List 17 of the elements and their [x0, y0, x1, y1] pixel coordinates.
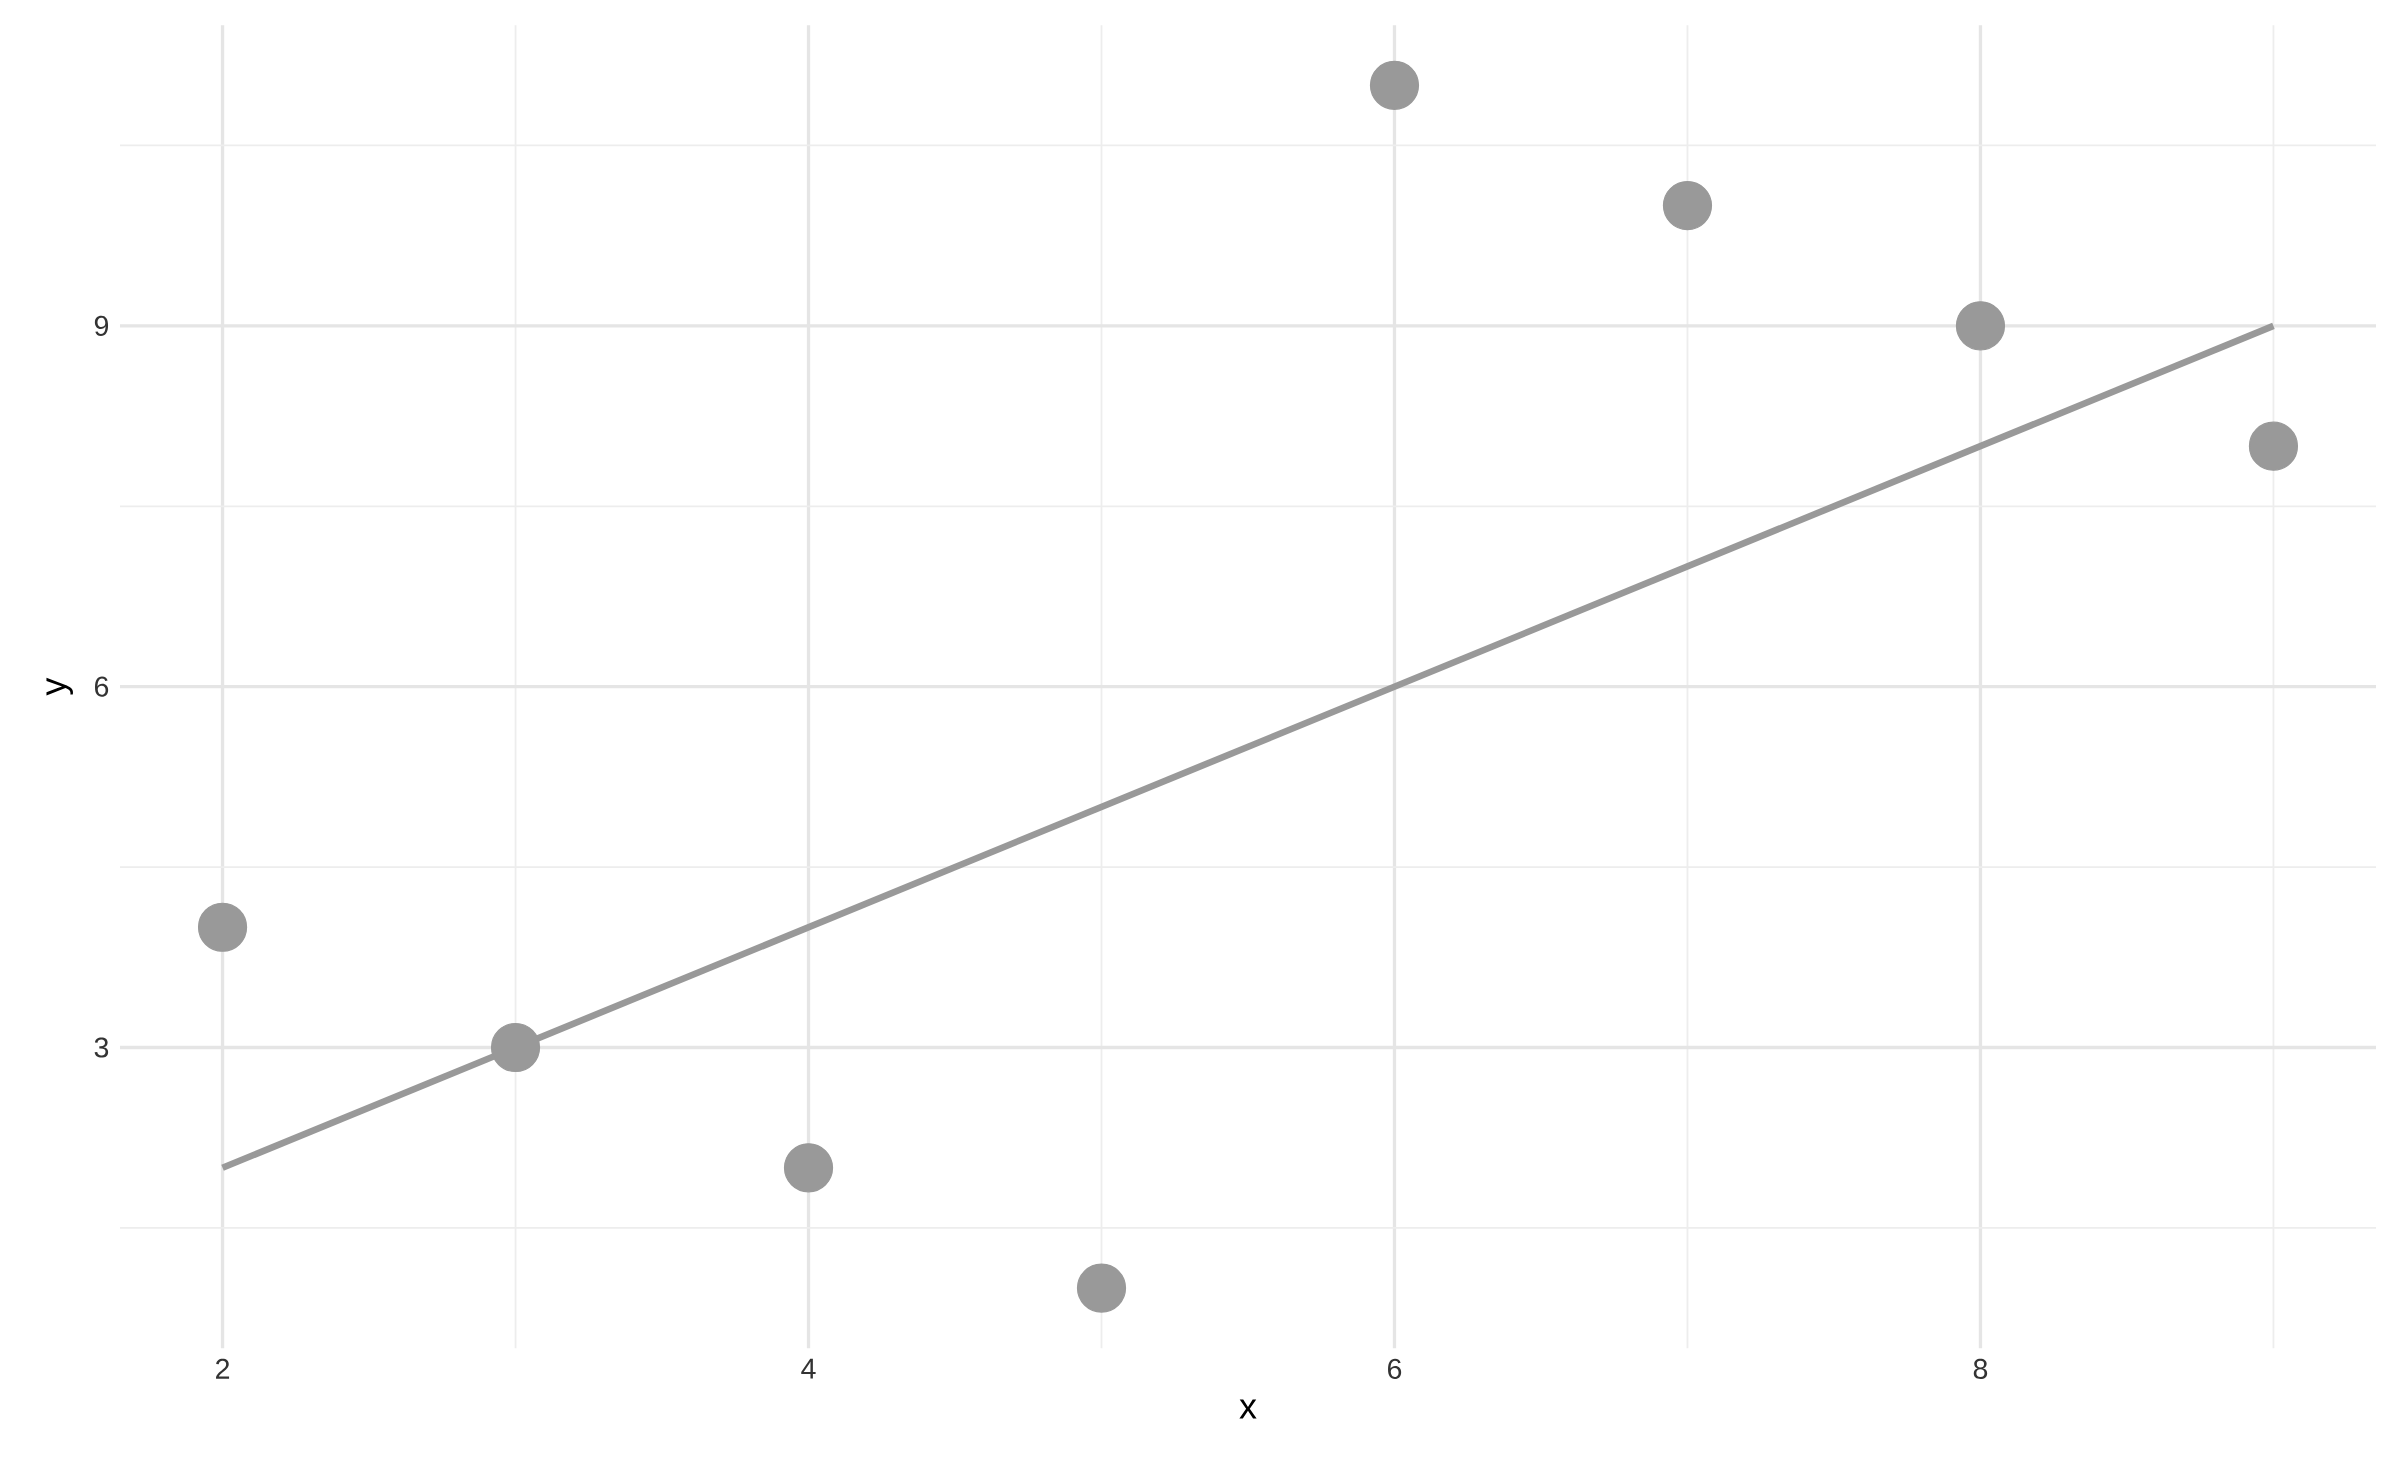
x-tick-label: 8 [1973, 1358, 1988, 1379]
x-axis-title: x [1239, 1399, 1257, 1419]
point [783, 1143, 834, 1193]
point [2248, 421, 2299, 471]
x-tick-label: 6 [1388, 1358, 1402, 1379]
y-axis-title: y [46, 677, 73, 696]
point [1369, 60, 1420, 110]
point [1955, 301, 2006, 351]
y-tick-label: 6 [95, 676, 109, 697]
x-tick-label: 4 [801, 1358, 816, 1379]
point [1662, 180, 1713, 231]
y-tick-label: 3 [94, 1037, 109, 1058]
point [197, 902, 248, 952]
y-tick-label: 9 [94, 315, 109, 336]
x-tick-label: 2 [216, 1358, 230, 1379]
point [490, 1022, 541, 1073]
point [1076, 1263, 1127, 1313]
